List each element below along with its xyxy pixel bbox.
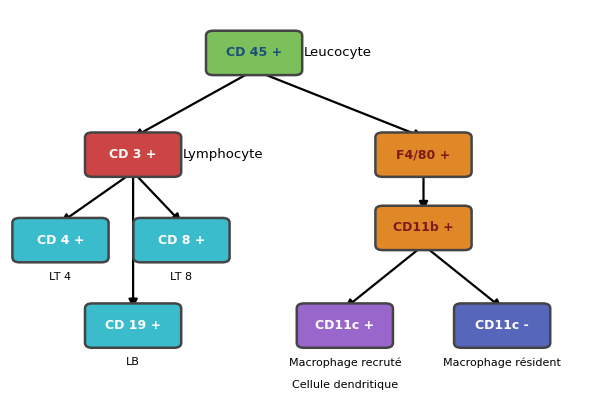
Text: Lymphocyte: Lymphocyte [183, 148, 264, 161]
Text: CD 8 +: CD 8 + [158, 234, 205, 247]
Text: LT 8: LT 8 [171, 272, 192, 282]
Text: LT 4: LT 4 [50, 272, 71, 282]
Text: CD 4 +: CD 4 + [37, 234, 84, 247]
FancyBboxPatch shape [375, 133, 472, 177]
Text: CD 3 +: CD 3 + [110, 148, 157, 161]
FancyBboxPatch shape [85, 133, 182, 177]
Text: F4/80 +: F4/80 + [396, 148, 451, 161]
Text: LB: LB [126, 357, 140, 367]
FancyBboxPatch shape [375, 206, 472, 250]
Text: CD11c -: CD11c - [476, 319, 529, 332]
Text: CD11c +: CD11c + [315, 319, 374, 332]
FancyBboxPatch shape [296, 304, 393, 348]
Text: CD11b +: CD11b + [393, 221, 454, 234]
Text: CD 19 +: CD 19 + [105, 319, 161, 332]
Text: Macrophage résident: Macrophage résident [443, 357, 561, 368]
FancyBboxPatch shape [133, 218, 229, 263]
FancyBboxPatch shape [12, 218, 109, 263]
FancyBboxPatch shape [454, 304, 550, 348]
Text: Macrophage recruté: Macrophage recruté [289, 357, 401, 368]
Text: Leucocyte: Leucocyte [304, 46, 372, 59]
FancyBboxPatch shape [206, 31, 302, 75]
Text: CD 45 +: CD 45 + [226, 46, 282, 59]
Text: Cellule dendritique: Cellule dendritique [292, 379, 398, 389]
FancyBboxPatch shape [85, 304, 182, 348]
